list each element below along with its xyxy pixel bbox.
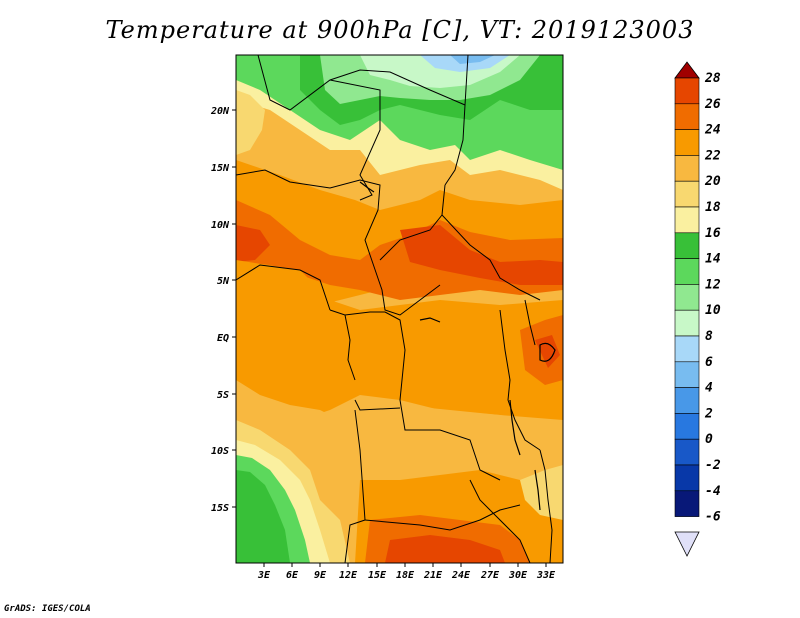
lat-label-20n: 20N bbox=[210, 106, 230, 117]
colorbar-cell bbox=[674, 335, 700, 363]
colorbar-cell bbox=[674, 309, 700, 337]
lon-label-3e: 3E bbox=[257, 570, 271, 581]
colorbar-cell bbox=[674, 206, 700, 234]
colorbar-cell bbox=[674, 232, 700, 259]
colorbar-top-arrow bbox=[674, 61, 700, 79]
colorbar-label: 20 bbox=[704, 174, 721, 189]
lon-label-9e: 9E bbox=[314, 570, 327, 581]
lat-label-5n: 5N bbox=[217, 276, 230, 287]
colorbar-cell bbox=[674, 129, 700, 156]
lon-label-24e: 24E bbox=[451, 570, 471, 581]
colorbar-bottom-arrow bbox=[674, 531, 700, 557]
grads-credit: GrADS: IGES/COLA bbox=[4, 604, 91, 614]
colorbar-cell bbox=[674, 77, 700, 105]
colorbar-label: -6 bbox=[705, 510, 721, 525]
lat-label-15s: 15S bbox=[211, 503, 229, 514]
lon-label-6e: 6E bbox=[286, 570, 299, 581]
colorbar-label: 24 bbox=[704, 123, 721, 138]
colorbar-cell bbox=[674, 387, 700, 414]
colorbar-cell bbox=[674, 258, 700, 285]
lat-label-5s: 5S bbox=[217, 390, 229, 401]
longitude-axis: 3E 6E 9E 12E 15E 18E 21E 24E 27E 30E 33E bbox=[257, 563, 556, 581]
lon-label-30e: 30E bbox=[508, 570, 528, 581]
map-frame bbox=[235, 54, 564, 564]
temperature-field bbox=[236, 55, 563, 563]
lon-label-15e: 15E bbox=[368, 570, 387, 581]
colorbar-cell bbox=[674, 284, 700, 311]
colorbar-label: 28 bbox=[704, 71, 721, 86]
colorbar-label: 26 bbox=[704, 97, 721, 112]
lon-label-21e: 21E bbox=[423, 570, 443, 581]
colorbar-label: 12 bbox=[705, 277, 721, 292]
colorbar-label: 16 bbox=[705, 226, 721, 241]
lon-label-12e: 12E bbox=[339, 570, 358, 581]
colorbar-cell bbox=[674, 490, 700, 517]
lat-label-10s: 10S bbox=[211, 446, 229, 457]
colorbar-label: 2 bbox=[704, 406, 713, 421]
colorbar-cell bbox=[674, 438, 700, 466]
colorbar-label: 0 bbox=[705, 432, 713, 447]
colorbar-label: -2 bbox=[705, 458, 721, 473]
colorbar-label: 10 bbox=[705, 303, 721, 318]
lon-label-18e: 18E bbox=[396, 570, 415, 581]
colorbar-cell bbox=[674, 180, 700, 208]
colorbar-label: 4 bbox=[705, 381, 713, 396]
lat-label-15n: 15N bbox=[211, 163, 230, 174]
latitude-axis: 20N 15N 10N 5N EQ 5S 10S 15S bbox=[210, 106, 236, 514]
colorbar-label: 14 bbox=[705, 252, 721, 267]
colorbar-cell bbox=[674, 361, 700, 388]
colorbar-label: -4 bbox=[705, 484, 721, 499]
colorbar-label: 22 bbox=[704, 148, 721, 163]
colorbar-cell bbox=[674, 155, 700, 182]
map-title: Temperature at 900hPa [C], VT: 201912300… bbox=[105, 16, 695, 44]
colorbar-cell bbox=[674, 464, 700, 492]
colorbar-cell bbox=[674, 413, 700, 440]
lat-label-10n: 10N bbox=[211, 220, 230, 231]
colorbar-label: 8 bbox=[705, 329, 713, 344]
lon-label-27e: 27E bbox=[480, 570, 500, 581]
lon-label-33e: 33E bbox=[536, 570, 556, 581]
colorbar-label: 18 bbox=[705, 200, 721, 215]
colorbar-label: 6 bbox=[705, 355, 713, 370]
lat-label-eq: EQ bbox=[217, 333, 229, 344]
colorbar-cell bbox=[674, 103, 700, 130]
